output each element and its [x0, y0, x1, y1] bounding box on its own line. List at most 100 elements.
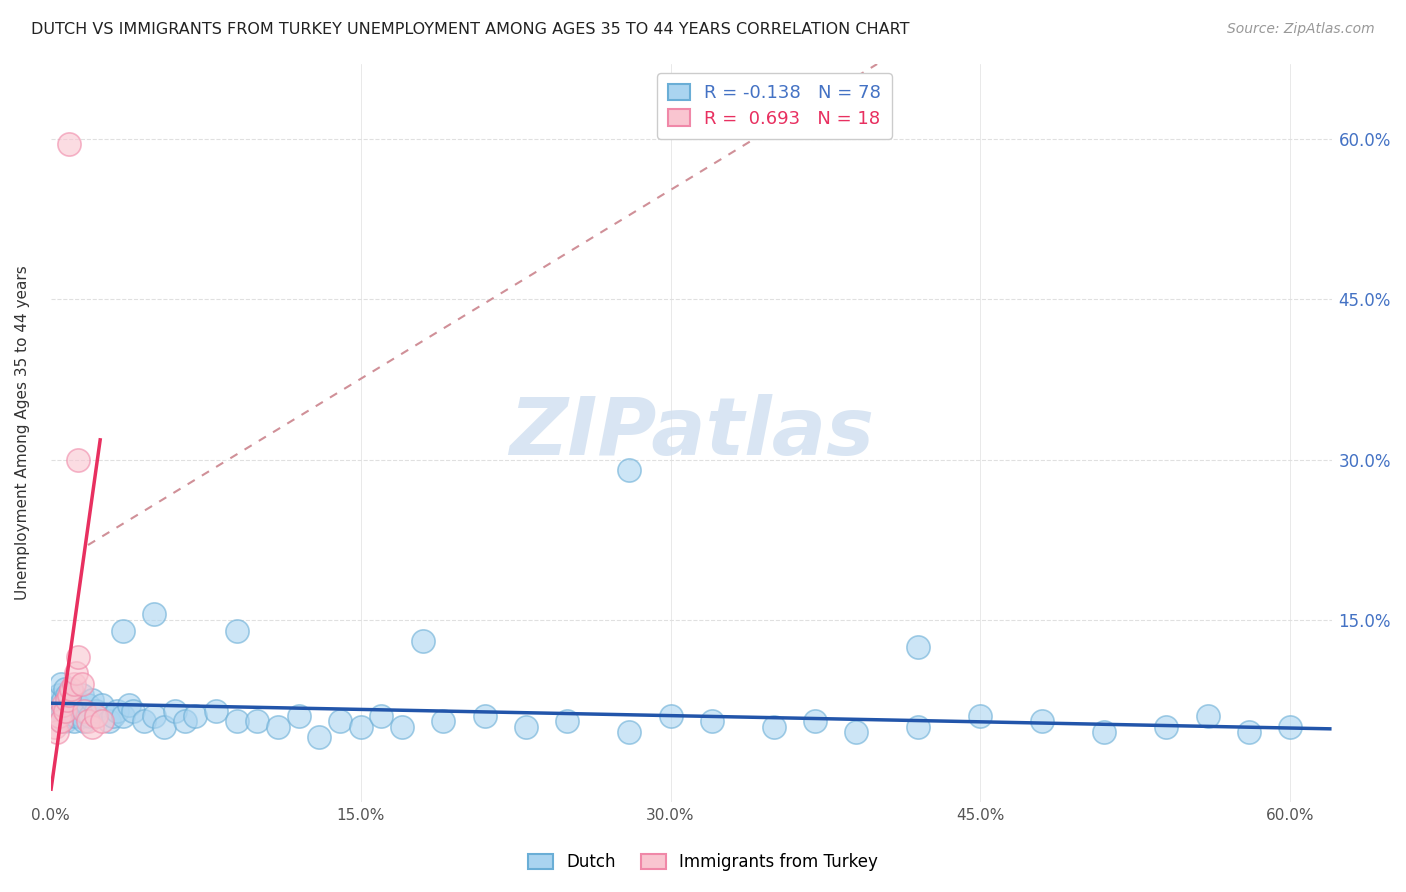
- Point: [143, 709, 166, 723]
- Point: [44, 720, 66, 734]
- Point: [69, 704, 91, 718]
- Point: [53, 714, 76, 729]
- Point: [969, 709, 991, 723]
- Point: [1197, 709, 1219, 723]
- Point: [52, 693, 75, 707]
- Point: [659, 709, 682, 723]
- Point: [77, 714, 100, 729]
- Point: [79, 709, 101, 723]
- Point: [58, 693, 80, 707]
- Point: [619, 725, 641, 739]
- Point: [70, 677, 93, 691]
- Point: [51, 714, 73, 729]
- Point: [48, 709, 70, 723]
- Point: [56, 688, 79, 702]
- Point: [122, 704, 145, 718]
- Point: [62, 688, 84, 702]
- Point: [391, 720, 413, 734]
- Point: [65, 666, 87, 681]
- Point: [112, 709, 135, 723]
- Point: [73, 714, 96, 729]
- Point: [66, 650, 89, 665]
- Point: [60, 698, 83, 713]
- Point: [70, 709, 93, 723]
- Point: [46, 700, 69, 714]
- Point: [555, 714, 578, 729]
- Point: [44, 693, 66, 707]
- Point: [474, 709, 496, 723]
- Point: [58, 704, 80, 718]
- Point: [184, 709, 207, 723]
- Point: [56, 698, 79, 713]
- Point: [75, 704, 97, 718]
- Point: [225, 714, 247, 729]
- Point: [845, 725, 868, 739]
- Point: [329, 714, 352, 729]
- Point: [1156, 720, 1178, 734]
- Point: [82, 693, 104, 707]
- Point: [84, 709, 107, 723]
- Point: [62, 714, 84, 729]
- Point: [804, 714, 827, 729]
- Point: [84, 704, 107, 718]
- Point: [46, 725, 69, 739]
- Point: [1279, 720, 1302, 734]
- Point: [58, 688, 80, 702]
- Text: DUTCH VS IMMIGRANTS FROM TURKEY UNEMPLOYMENT AMONG AGES 35 TO 44 YEARS CORRELATI: DUTCH VS IMMIGRANTS FROM TURKEY UNEMPLOY…: [31, 22, 910, 37]
- Y-axis label: Unemployment Among Ages 35 to 44 years: Unemployment Among Ages 35 to 44 years: [15, 266, 30, 600]
- Point: [105, 704, 128, 718]
- Point: [163, 704, 186, 718]
- Point: [73, 704, 96, 718]
- Legend: Dutch, Immigrants from Turkey: Dutch, Immigrants from Turkey: [520, 845, 886, 880]
- Point: [370, 709, 392, 723]
- Point: [118, 698, 141, 713]
- Point: [51, 714, 73, 729]
- Point: [60, 709, 83, 723]
- Point: [907, 720, 929, 734]
- Point: [246, 714, 269, 729]
- Point: [132, 714, 155, 729]
- Point: [287, 709, 309, 723]
- Point: [700, 714, 723, 729]
- Point: [762, 720, 785, 734]
- Point: [48, 688, 70, 702]
- Point: [56, 693, 79, 707]
- Point: [65, 704, 87, 718]
- Point: [51, 677, 73, 691]
- Point: [619, 463, 641, 477]
- Point: [308, 731, 330, 745]
- Point: [97, 714, 120, 729]
- Point: [143, 607, 166, 622]
- Point: [267, 720, 290, 734]
- Point: [112, 624, 135, 638]
- Point: [205, 704, 228, 718]
- Point: [65, 709, 87, 723]
- Point: [412, 634, 434, 648]
- Point: [52, 698, 75, 713]
- Point: [52, 704, 75, 718]
- Point: [56, 709, 79, 723]
- Point: [153, 720, 176, 734]
- Point: [66, 698, 89, 713]
- Point: [48, 709, 70, 723]
- Point: [432, 714, 454, 729]
- Point: [66, 452, 89, 467]
- Text: ZIPatlas: ZIPatlas: [509, 393, 873, 472]
- Text: Source: ZipAtlas.com: Source: ZipAtlas.com: [1227, 22, 1375, 37]
- Point: [225, 624, 247, 638]
- Point: [70, 688, 93, 702]
- Point: [1237, 725, 1260, 739]
- Point: [62, 677, 84, 691]
- Point: [1092, 725, 1115, 739]
- Point: [58, 137, 80, 152]
- Point: [515, 720, 537, 734]
- Point: [91, 714, 114, 729]
- Point: [174, 714, 197, 729]
- Point: [907, 640, 929, 654]
- Point: [1031, 714, 1053, 729]
- Point: [350, 720, 373, 734]
- Point: [91, 698, 114, 713]
- Point: [101, 709, 124, 723]
- Point: [77, 698, 100, 713]
- Legend: R = -0.138   N = 78, R =  0.693   N = 18: R = -0.138 N = 78, R = 0.693 N = 18: [657, 73, 891, 138]
